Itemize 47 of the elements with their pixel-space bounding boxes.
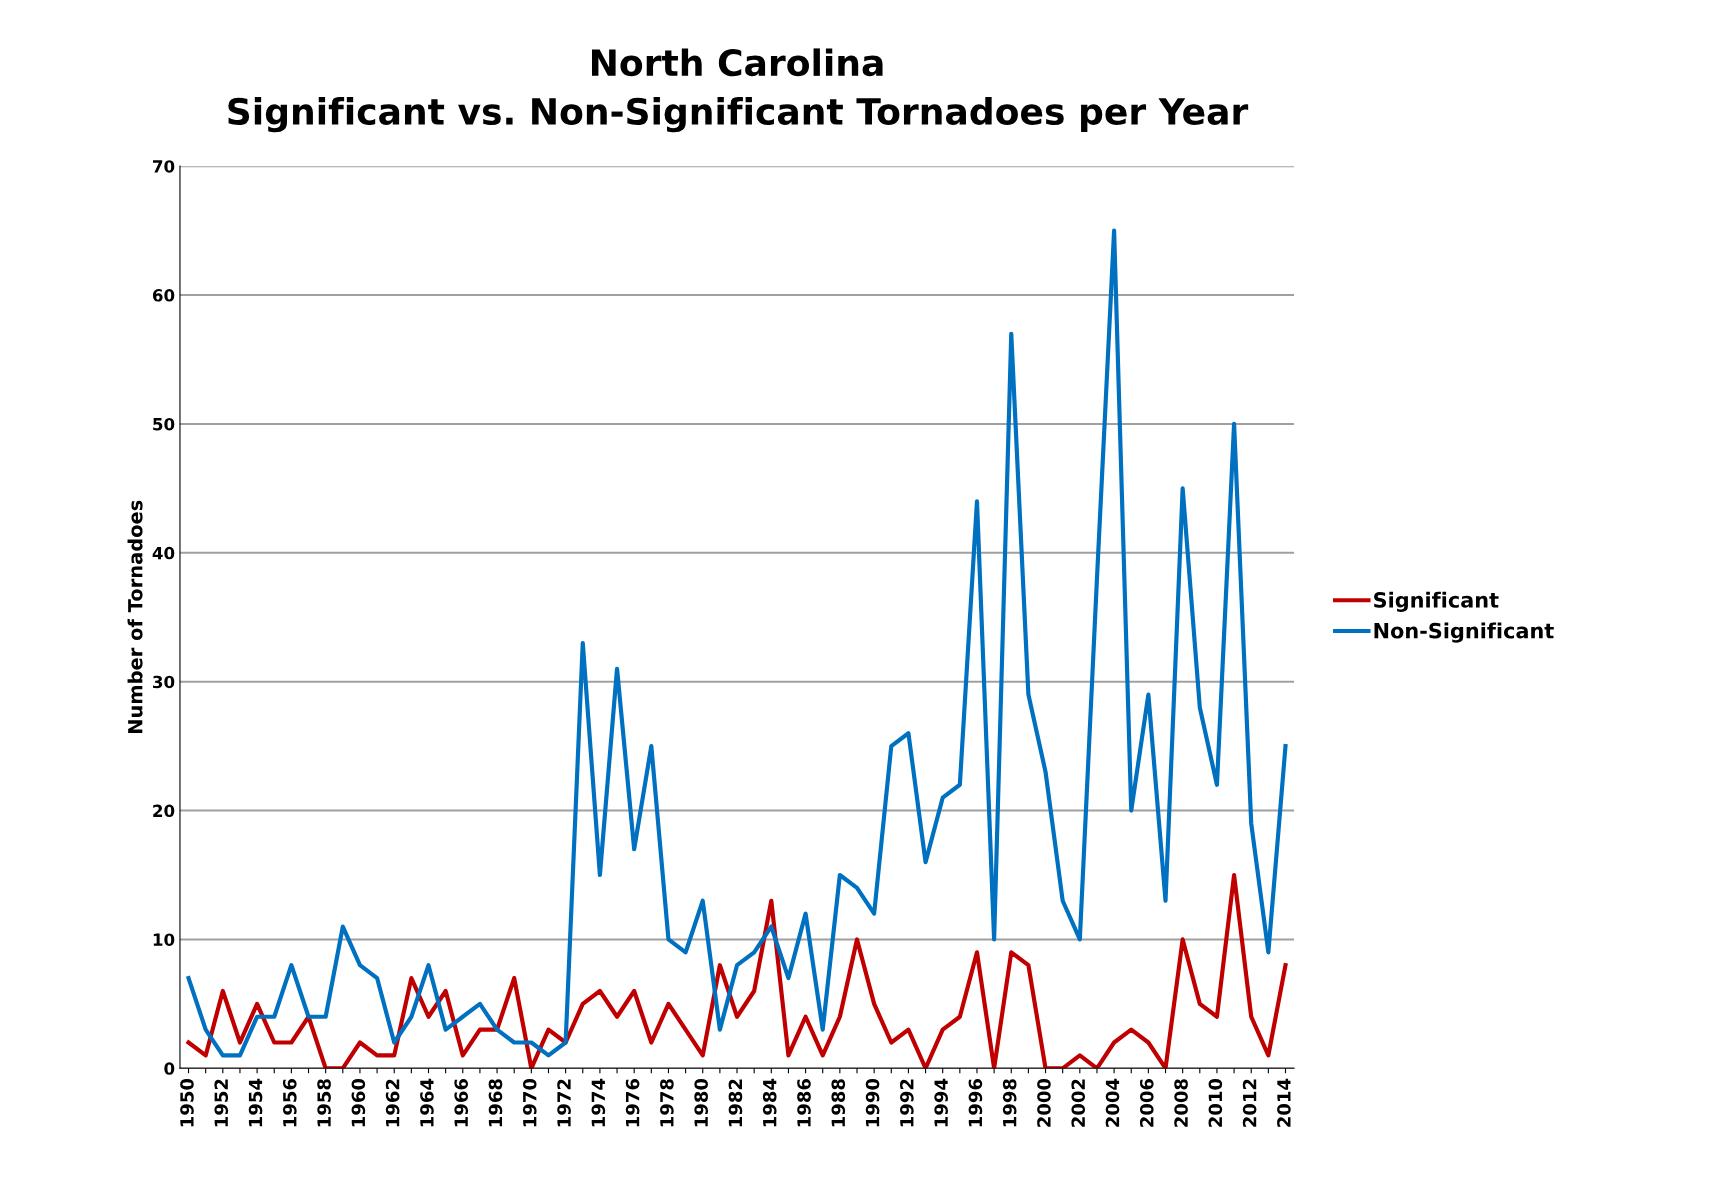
x-tick-label: 1980 [694,1078,708,1127]
y-tick-label: 10 [153,933,175,946]
x-tick-label: 2012 [1242,1079,1257,1127]
y-tick-label: 50 [153,417,175,431]
x-tick-label: 2000 [1037,1078,1051,1127]
line-series [186,228,1288,1058]
x-tick-label: 1954 [248,1078,263,1127]
x-tick-label: 1990 [865,1078,880,1127]
x-tick-label: 1970 [522,1078,537,1127]
x-tick-label: 1992 [900,1079,914,1127]
x-tick-label: 1994 [934,1078,948,1127]
x-tick-label: 2014 [1277,1078,1291,1127]
x-tick-label: 1960 [351,1078,366,1127]
x-tick-label: 2006 [1139,1078,1154,1127]
x-tick-label: 1966 [454,1078,469,1127]
y-tick-label: 60 [152,289,175,302]
x-tick-label: 1982 [728,1079,743,1127]
x-tick-label: 2010 [1208,1078,1223,1127]
x-tick-label: 1998 [1002,1079,1017,1127]
x-tick-label: 1986 [797,1078,811,1127]
line-series [186,872,1288,1069]
legend-label: Non-Significant [1374,622,1554,643]
x-tick-label: 1974 [591,1078,606,1127]
x-tick-label: 1968 [488,1079,503,1127]
chart-title: North Carolina Significant vs. Non-Significant Tornadoes per Year [228,48,1249,133]
y-tick-label: 20 [153,804,175,818]
x-tick-label: 1964 [420,1078,434,1127]
y-tick-label: 40 [152,546,175,560]
x-tick-label: 1962 [385,1079,400,1127]
x-tick-label: 1976 [625,1078,640,1127]
x-tick-label: 1984 [762,1078,777,1127]
x-tick-label: 1972 [557,1079,571,1127]
x-tick-label: 1952 [214,1079,229,1127]
x-tick-label: 1956 [282,1078,297,1127]
x-tick-label: 2004 [1105,1078,1120,1127]
x-tick-label: 1996 [968,1078,983,1127]
x-tick-label: 2002 [1071,1079,1086,1127]
x-tick-label: 1978 [660,1079,674,1127]
x-tick-label: 2008 [1174,1079,1188,1127]
x-tick-label: 1950 [180,1078,194,1127]
legend-label: Significant [1374,591,1499,613]
y-axis-title: Number of Tornadoes [127,500,143,733]
x-tick-label: 1958 [317,1079,331,1127]
y-tick-label: 0 [164,1062,175,1075]
y-tick-label: 70 [153,160,175,173]
x-tick-label: 1988 [831,1079,846,1127]
y-tick-label: 30 [153,675,175,689]
